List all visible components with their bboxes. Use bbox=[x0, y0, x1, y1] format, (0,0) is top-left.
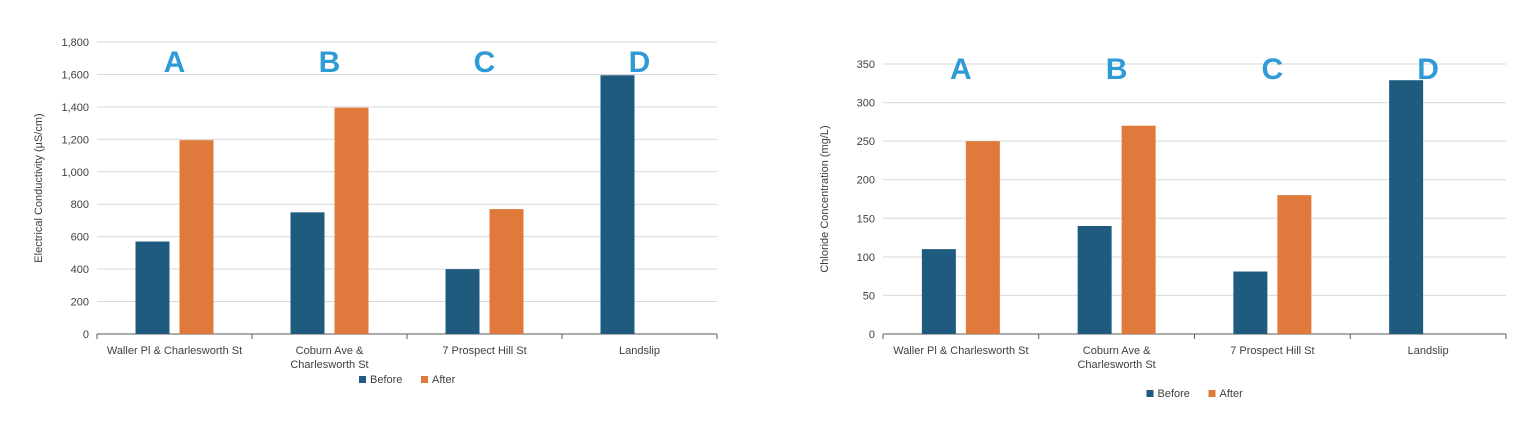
chloride-chart: 0 50 100 150 200 250 300 350 Chloride Concentrat… bbox=[819, 53, 1507, 400]
y-axis-label: Electrical Conductivity (µS/cm) bbox=[33, 113, 45, 262]
x-category-label: 7 Prospect Hill St bbox=[1230, 345, 1314, 357]
bar-before bbox=[921, 249, 956, 334]
y-tick-label: 0 bbox=[869, 329, 875, 341]
y-tick-label: 200 bbox=[857, 175, 875, 187]
y-tick-label: 1,600 bbox=[61, 69, 89, 81]
bar-after bbox=[334, 107, 369, 334]
x-category-label: Landslip bbox=[619, 345, 660, 357]
y-tick-label: 1,400 bbox=[61, 102, 89, 114]
x-category-label: Coburn Ave & bbox=[296, 345, 364, 357]
y-axis-label: Chloride Concentration (mg/L) bbox=[819, 125, 831, 272]
y-tick-label: 200 bbox=[71, 297, 89, 309]
legend-label: Before bbox=[1158, 388, 1190, 400]
bar-before bbox=[290, 212, 325, 334]
x-category-label: Coburn Ave & bbox=[1083, 345, 1151, 357]
y-tick-label: 350 bbox=[857, 59, 875, 71]
bar-before bbox=[135, 241, 170, 334]
y-tick-label: 100 bbox=[857, 252, 875, 264]
x-category-label: Charlesworth St bbox=[1077, 359, 1155, 371]
y-tick-label: 250 bbox=[857, 136, 875, 148]
group-annotation-letter: A bbox=[164, 46, 186, 79]
bar-after bbox=[1277, 195, 1312, 334]
legend-swatch bbox=[421, 376, 428, 383]
y-tick-label: 50 bbox=[863, 290, 875, 302]
y-tick-label: 400 bbox=[71, 264, 89, 276]
bar-after bbox=[965, 141, 1000, 334]
x-category-label: Landslip bbox=[1408, 345, 1449, 357]
legend-swatch bbox=[1146, 390, 1154, 397]
y-tick-label: 1,800 bbox=[61, 37, 89, 49]
bar-before bbox=[1077, 226, 1112, 334]
y-tick-label: 600 bbox=[71, 232, 89, 244]
bar-before bbox=[1233, 271, 1268, 334]
y-tick-label: 150 bbox=[857, 213, 875, 225]
y-tick-label: 0 bbox=[83, 329, 89, 341]
bar-after bbox=[1121, 125, 1156, 334]
x-category-label: Charlesworth St bbox=[290, 359, 368, 371]
group-annotation-letter: B bbox=[1106, 53, 1128, 86]
y-tick-label: 1,000 bbox=[61, 167, 89, 179]
x-category-label: Waller Pl & Charlesworth St bbox=[893, 345, 1028, 357]
y-tick-label: 800 bbox=[71, 199, 89, 211]
legend-label: Before bbox=[370, 374, 402, 386]
bar-before bbox=[445, 269, 480, 334]
conductivity-chart: 0 200 400 600 800 1,000 1,200 1,400 1,600 1,800 El… bbox=[33, 37, 718, 386]
y-tick-label: 1,200 bbox=[61, 134, 89, 146]
legend-label: After bbox=[432, 374, 456, 386]
legend-label: After bbox=[1220, 388, 1244, 400]
group-annotation-letter: A bbox=[950, 53, 972, 86]
group-annotation-letter: D bbox=[629, 46, 651, 79]
x-category-label: Waller Pl & Charlesworth St bbox=[107, 345, 242, 357]
group-annotation-letter: B bbox=[319, 46, 341, 79]
group-annotation-letter: C bbox=[474, 46, 496, 79]
bar-after bbox=[489, 209, 524, 334]
bar-before bbox=[1389, 80, 1424, 334]
y-tick-label: 300 bbox=[857, 98, 875, 110]
bar-after bbox=[179, 140, 214, 334]
group-annotation-letter: C bbox=[1262, 53, 1284, 86]
bar-before bbox=[600, 75, 635, 334]
legend-swatch bbox=[1208, 390, 1216, 397]
group-annotation-letter: D bbox=[1417, 53, 1439, 86]
x-category-label: 7 Prospect Hill St bbox=[442, 345, 526, 357]
legend-swatch bbox=[359, 376, 366, 383]
